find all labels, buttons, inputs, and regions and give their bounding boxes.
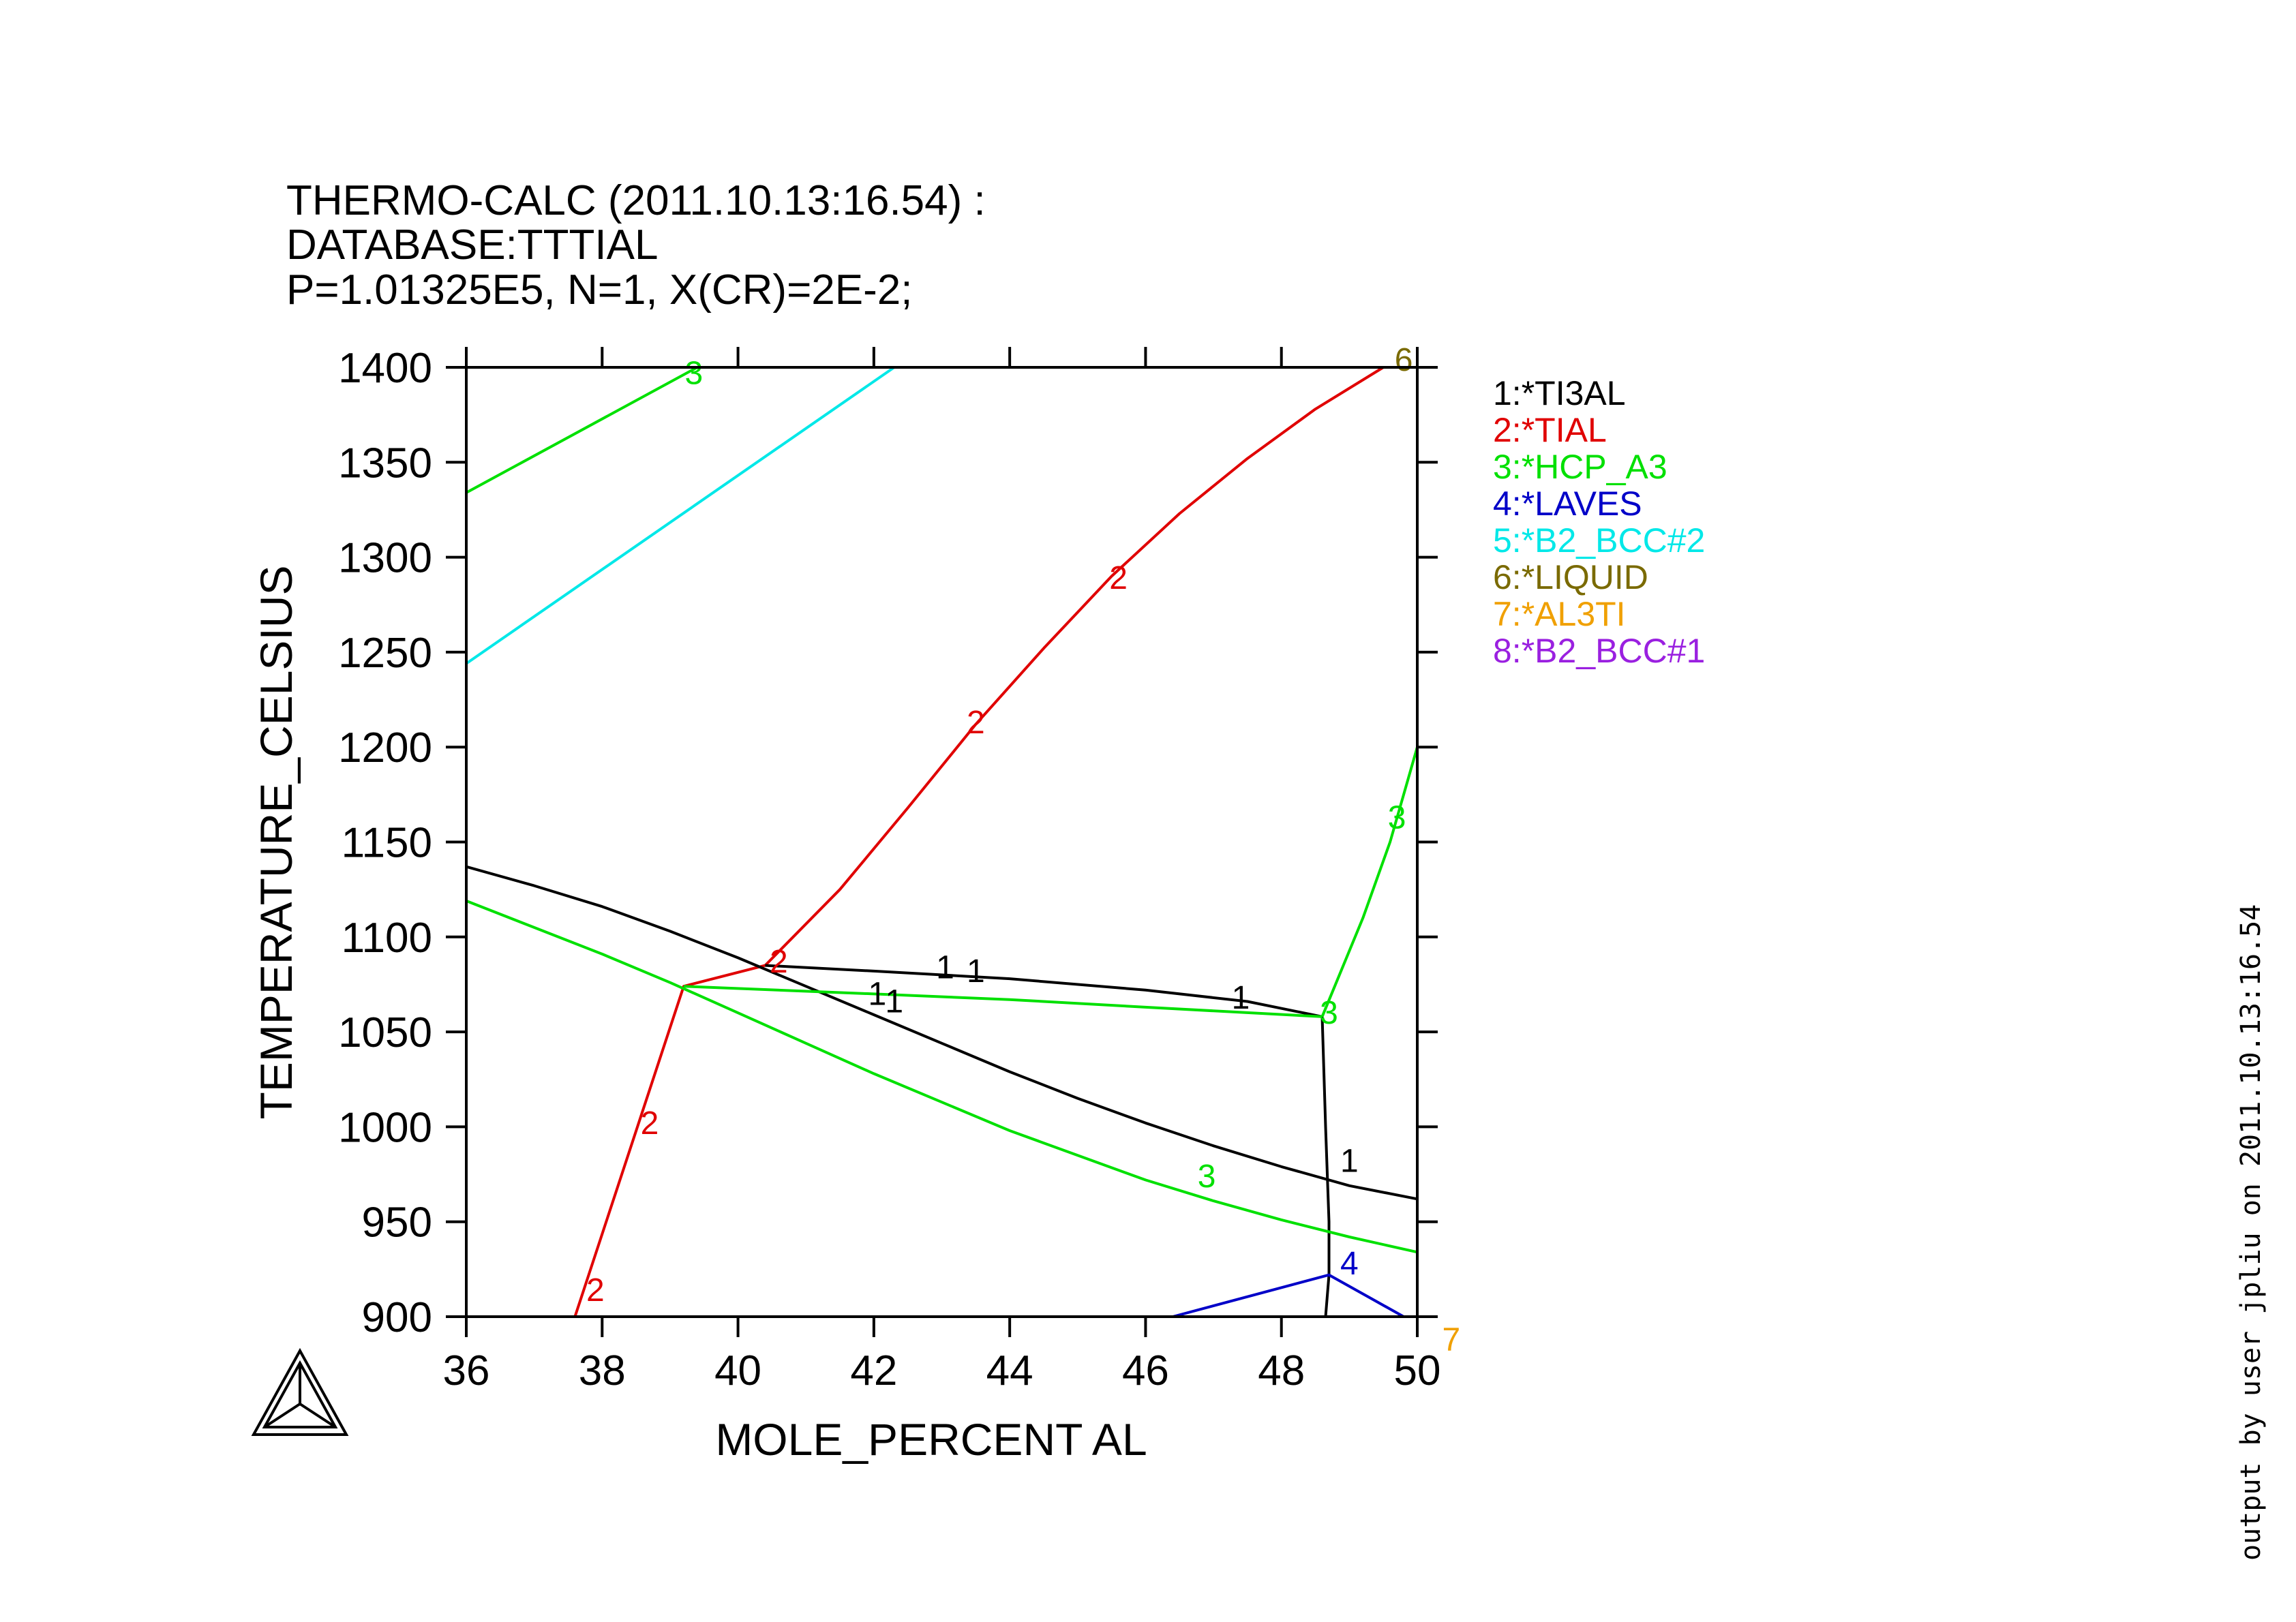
series-line-4 (466, 865, 1418, 1201)
series-line-2 (764, 366, 1385, 967)
y-tick-label-5: 1150 (342, 820, 432, 867)
y-tick-label-1: 950 (362, 1199, 432, 1246)
curve-label-2: 2 (1109, 560, 1128, 596)
header-line-3: P=1.01325E5, N=1, X(CR)=2E-2; (286, 266, 912, 313)
curve-label-6: 2 (586, 1272, 605, 1309)
legend-item-4: 4:*LAVES (1493, 485, 1642, 523)
x-tick-label-3: 42 (850, 1347, 897, 1394)
legend: 1:*TI3AL2:*TIAL3:*HCP_A34:*LAVES5:*B2_BC… (1493, 374, 1705, 670)
series-line-9 (1320, 746, 1419, 1017)
curve-label-11: 1 (1232, 980, 1250, 1016)
x-tick-label-4: 44 (986, 1347, 1033, 1394)
curve-label-0: 3 (684, 355, 703, 391)
y-tick-label-3: 1050 (338, 1009, 432, 1056)
curve-label-17: 7 (1442, 1321, 1460, 1358)
series-line-6 (1320, 1016, 1331, 1317)
series-line-0 (466, 366, 698, 494)
curve-label-3: 2 (967, 705, 985, 741)
curve-label-9: 1 (868, 976, 886, 1012)
x-tick-label-0: 36 (443, 1347, 490, 1394)
curve-label-13: 3 (1320, 995, 1338, 1031)
x-tick-label-7: 50 (1394, 1347, 1441, 1394)
x-tick-label-5: 46 (1122, 1347, 1169, 1394)
x-tick-label-6: 48 (1258, 1347, 1305, 1394)
tick-layer: 36 38 40 42 44 46 48 50900950100010501100115012… (338, 345, 1440, 1394)
legend-item-2: 2:*TIAL (1493, 411, 1607, 449)
y-tick-label-10: 1400 (338, 345, 432, 392)
series-layer (465, 366, 1419, 1318)
x-tick-label-2: 40 (714, 1347, 761, 1394)
curve-label-16: 4 (1340, 1246, 1359, 1282)
series-line-3 (573, 964, 766, 1317)
y-tick-label-4: 1100 (342, 915, 432, 962)
series-line-5 (765, 964, 1323, 1018)
curve-label-7: 1 (936, 949, 954, 985)
plot-frame (465, 366, 1419, 1318)
legend-item-7: 7:*AL3TI (1493, 595, 1626, 633)
legend-item-5: 5:*B2_BCC#2 (1493, 521, 1705, 560)
x-tick-label-1: 38 (579, 1347, 626, 1394)
side-note: output by user jpliu on 2011.10.13:16.54 (2235, 904, 2267, 1561)
y-tick-label-9: 1350 (338, 440, 432, 487)
curve-label-14: 3 (1388, 799, 1406, 836)
thermo-calc-triangle-logo-icon (251, 1347, 349, 1436)
header-line-1: THERMO-CALC (2011.10.13:16.54) : (286, 177, 986, 224)
series-line-10 (1172, 1273, 1405, 1318)
curve-label-8: 1 (967, 953, 985, 990)
header-line-2: DATABASE:TTTIAL (286, 221, 658, 269)
series-line-1 (465, 366, 895, 665)
series-line-8 (683, 985, 1323, 1018)
curve-label-10: 1 (885, 984, 903, 1020)
y-tick-label-0: 900 (362, 1294, 432, 1341)
y-tick-label-6: 1200 (338, 724, 432, 771)
legend-item-1: 1:*TI3AL (1493, 374, 1626, 412)
series-line-7 (466, 900, 1418, 1254)
legend-item-6: 6:*LIQUID (1493, 558, 1648, 596)
curve-label-1: 6 (1395, 342, 1413, 378)
y-tick-label-2: 1000 (338, 1104, 432, 1151)
curve-label-4: 2 (770, 944, 788, 980)
curve-label-5: 2 (641, 1105, 659, 1142)
curve-label-15: 3 (1198, 1159, 1216, 1195)
legend-item-3: 3:*HCP_A3 (1493, 448, 1667, 486)
y-axis-label: TEMPERATURE_CELSIUS (251, 566, 301, 1120)
y-tick-label-8: 1300 (338, 535, 432, 582)
y-tick-label-7: 1250 (338, 630, 432, 677)
curve-label-12: 1 (1340, 1144, 1359, 1180)
legend-item-8: 8:*B2_BCC#1 (1493, 632, 1705, 670)
x-axis-label: MOLE_PERCENT AL (715, 1414, 1147, 1465)
